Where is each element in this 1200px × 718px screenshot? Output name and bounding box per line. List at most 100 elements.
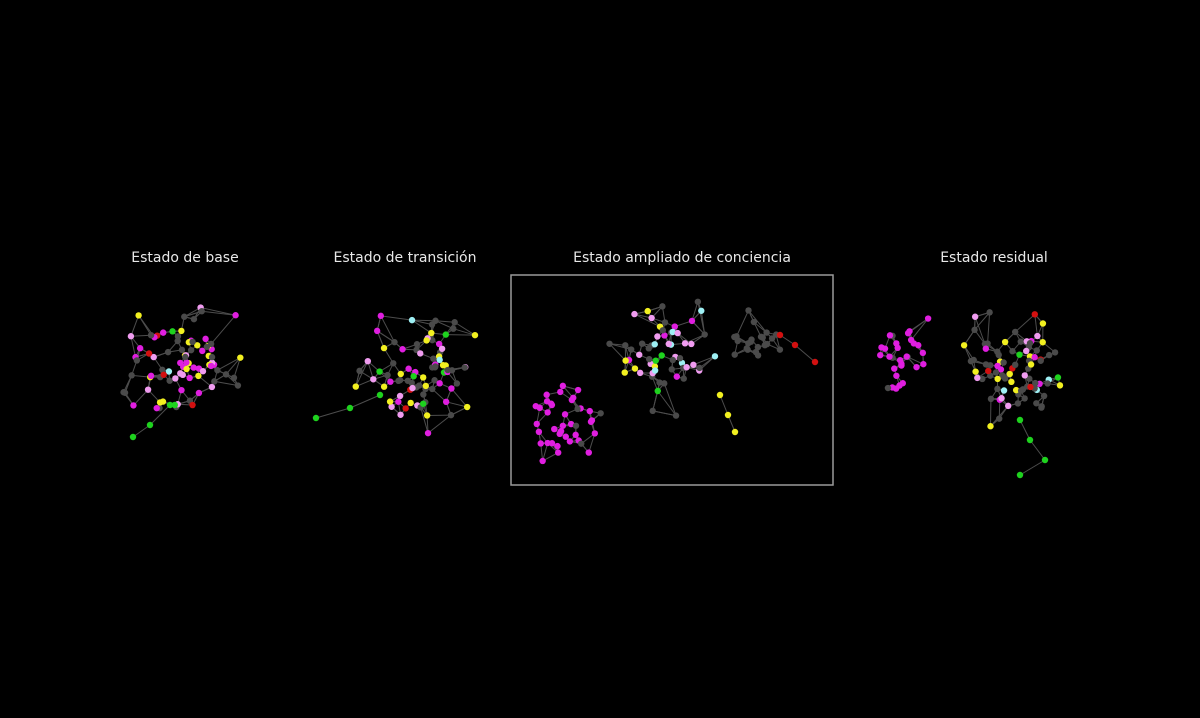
node: [776, 331, 784, 339]
node: [145, 350, 153, 357]
node: [711, 353, 719, 360]
node: [120, 389, 127, 396]
edge: [652, 410, 677, 417]
node: [1039, 320, 1047, 327]
panel-title: Estado de transición: [334, 250, 477, 266]
edge: [609, 343, 632, 351]
node: [165, 368, 173, 375]
node: [994, 362, 1001, 370]
node: [698, 307, 705, 314]
node: [1045, 351, 1053, 359]
edge: [411, 319, 433, 325]
node: [763, 329, 770, 336]
node: [535, 428, 543, 436]
node: [547, 400, 555, 407]
node: [776, 346, 784, 353]
node: [178, 386, 185, 394]
node: [202, 335, 209, 343]
node: [559, 382, 567, 390]
node: [1032, 379, 1039, 387]
node: [716, 391, 724, 399]
edge: [1019, 419, 1031, 441]
node: [186, 374, 193, 382]
node: [878, 344, 885, 351]
edge: [435, 320, 455, 323]
node: [674, 329, 681, 337]
node: [651, 341, 658, 348]
edge: [974, 316, 986, 345]
node: [559, 422, 567, 429]
node: [174, 337, 181, 345]
node: [1033, 400, 1040, 407]
edge: [987, 312, 991, 344]
node: [986, 309, 993, 316]
node: [557, 427, 565, 435]
node: [992, 369, 1000, 376]
node: [429, 385, 436, 393]
node: [182, 353, 189, 361]
edge: [427, 414, 452, 434]
node: [1019, 386, 1027, 393]
node: [654, 387, 661, 395]
node: [159, 366, 166, 374]
node: [668, 366, 675, 373]
node: [665, 340, 672, 348]
node: [701, 331, 708, 338]
edge: [130, 315, 140, 337]
node: [754, 343, 762, 351]
node: [967, 357, 975, 365]
highlight-frame: [510, 274, 834, 486]
node: [1021, 395, 1028, 402]
node: [397, 370, 404, 378]
node: [199, 368, 207, 375]
edge: [1019, 459, 1046, 476]
node: [166, 401, 174, 409]
node: [661, 332, 668, 339]
edge: [210, 314, 236, 345]
node: [1056, 382, 1064, 389]
node: [987, 362, 994, 369]
node: [419, 374, 427, 381]
edge: [420, 407, 429, 434]
node: [987, 423, 994, 430]
node: [178, 327, 185, 335]
node: [376, 391, 384, 399]
node: [1016, 471, 1024, 479]
node: [448, 385, 455, 392]
node: [892, 385, 900, 392]
node: [190, 315, 198, 323]
node: [178, 346, 186, 354]
node: [160, 371, 167, 378]
node: [877, 351, 884, 359]
node: [1006, 370, 1013, 378]
node: [588, 417, 596, 424]
node: [768, 335, 776, 342]
node: [998, 372, 1006, 379]
node: [397, 411, 404, 418]
node: [982, 345, 990, 352]
node: [390, 360, 397, 367]
node: [373, 327, 381, 335]
node: [621, 369, 628, 376]
node: [234, 382, 242, 389]
node: [436, 380, 443, 387]
node: [130, 402, 137, 409]
node: [1027, 361, 1035, 368]
node: [688, 340, 695, 348]
node: [669, 328, 676, 336]
node: [128, 372, 135, 379]
node: [597, 410, 604, 417]
node: [896, 356, 904, 364]
node: [554, 449, 562, 456]
nodes: [120, 298, 1064, 479]
node: [413, 341, 421, 348]
node: [1044, 380, 1051, 387]
node: [996, 415, 1003, 422]
node: [972, 368, 979, 375]
node: [886, 332, 894, 339]
node: [1014, 400, 1022, 407]
node: [652, 357, 659, 364]
node: [574, 405, 581, 413]
node: [214, 367, 221, 374]
node: [994, 375, 1001, 383]
